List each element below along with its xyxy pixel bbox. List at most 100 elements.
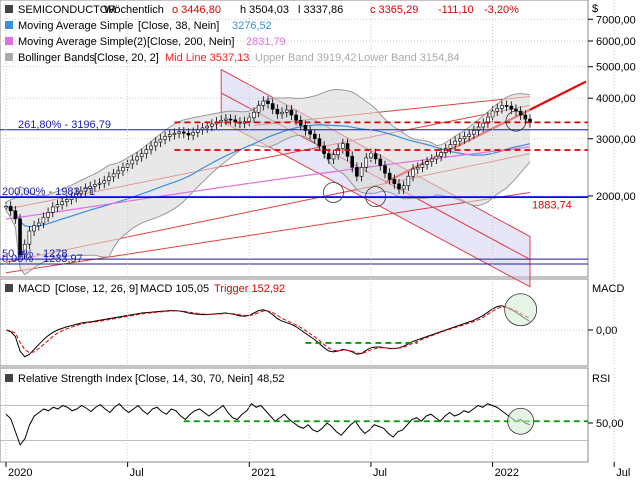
price-y-tick-label: 5000,00 — [596, 62, 636, 74]
x-tick-label: Jul — [616, 467, 630, 479]
candle-body — [429, 158, 434, 162]
ohlc-open: o 3446,80 — [172, 4, 221, 16]
candle-body — [83, 188, 88, 192]
candle-body — [210, 123, 214, 127]
candle-body — [495, 108, 500, 112]
candle-body — [415, 167, 420, 170]
candle-body — [420, 164, 425, 168]
macd-y-tick-label: 0,00 — [596, 325, 617, 337]
candle-body — [500, 105, 504, 109]
ma200-value: 2831,79 — [246, 36, 286, 48]
candle-body — [406, 175, 411, 187]
candle-body — [65, 199, 69, 203]
candle-body — [46, 212, 50, 218]
rsi-title: Relative Strength Index — [18, 373, 133, 385]
rsi-swatch — [5, 374, 13, 382]
ma200-params: [Close, 200, Nein] — [147, 36, 234, 48]
bollinger-band-fill — [6, 89, 530, 275]
price-y-tick-label: 4000,00 — [596, 93, 636, 105]
candle-body — [364, 157, 369, 168]
bollinger-upper: Upper Band 3919,42 — [255, 52, 357, 64]
bollinger-mid: Mid Line 3537,13 — [165, 52, 249, 64]
candle-body — [439, 152, 443, 157]
macd-params: [Close, 12, 26, 9] — [55, 283, 138, 295]
ma38-line — [5, 124, 531, 228]
candle-body — [144, 149, 149, 154]
candle-body — [205, 125, 209, 129]
candle-body — [167, 134, 172, 137]
level-label: 200,00% - 1983,71 — [2, 186, 95, 198]
rsi-params: [Close, 14, 30, 70, Nein] — [135, 373, 253, 385]
candle-body — [97, 182, 102, 185]
candle-body — [18, 218, 22, 255]
candle-body — [458, 138, 462, 142]
x-tick-label: Jul — [130, 467, 144, 479]
candle-body — [294, 114, 298, 121]
candle-body — [107, 176, 111, 181]
rsi-line — [5, 403, 531, 446]
x-axis: 2020Jul2021Jul2022Jul2023Jul — [5, 0, 630, 479]
title-swatch — [5, 5, 13, 13]
rsi-panel-frame — [0, 367, 589, 463]
legend-row-ma38: Moving Average Simple [Close, 38, Nein] … — [5, 20, 272, 32]
candle-body — [266, 100, 270, 104]
candle-body — [275, 108, 280, 115]
candle-body — [504, 105, 509, 107]
candle-body — [153, 141, 158, 147]
candle-body — [121, 167, 125, 172]
ohlc-close: c 3365,29 — [370, 4, 418, 16]
rsi-value: 48,52 — [257, 373, 285, 385]
candle-body — [158, 138, 163, 143]
candle-body — [60, 201, 64, 205]
candle-body — [172, 132, 177, 135]
ohlc-high: h 3504,03 — [240, 4, 289, 16]
candle-body — [88, 186, 93, 189]
trigger-line — [5, 306, 531, 354]
macd-title: MACD — [18, 283, 50, 295]
candle-body — [79, 190, 83, 194]
macd-swatch — [5, 284, 13, 292]
pattern-circle — [323, 182, 344, 203]
legend-row-ma200: Moving Average Simple(2) [Close, 200, Ne… — [5, 36, 286, 48]
candle-body — [331, 154, 336, 160]
candle-body — [139, 153, 144, 158]
candle-body — [383, 165, 387, 174]
chart-title: SEMICONDUCTOR — [18, 4, 116, 16]
price-y-tick-label: 2000,00 — [596, 191, 636, 203]
macd-axis-label: MACD — [592, 283, 624, 295]
ma200-name: Moving Average Simple(2) — [18, 36, 147, 48]
candle-body — [270, 103, 275, 110]
rsi-layer: 50,00 — [0, 403, 624, 446]
candle-body — [27, 230, 32, 245]
macd-legend: MACD [Close, 12, 26, 9] MACD 105,05 Trig… — [5, 283, 624, 295]
candle-body — [36, 222, 41, 226]
annotation-label: 1883,74 — [532, 199, 572, 211]
candle-body — [355, 167, 359, 177]
candle-body — [327, 153, 331, 160]
ma200-line — [5, 146, 531, 220]
candle-body — [359, 167, 364, 177]
candle-body — [8, 205, 13, 212]
candle-body — [369, 153, 373, 159]
candle-body — [102, 180, 107, 184]
rsi-axis-label: RSI — [592, 373, 610, 385]
pattern-circle — [365, 186, 387, 208]
candle-body — [476, 126, 481, 131]
macd-layer: 0,00 — [0, 293, 617, 358]
price-y-tick-label: 6000,00 — [596, 36, 636, 48]
interval-label: Wöchentlich — [104, 4, 164, 16]
x-tick-label: 2020 — [8, 467, 32, 479]
price-legend: SEMICONDUCTOR Wöchentlich o 3446,80 h 35… — [5, 3, 598, 64]
candle-body — [13, 210, 18, 220]
candle-body — [378, 158, 383, 166]
ma38-swatch — [5, 21, 13, 29]
candle-body — [401, 185, 406, 190]
price-y-axis: 7000,00 6000,00 5000,00 4000,00 3000,00 2000,… — [588, 14, 636, 203]
candle-body — [280, 111, 284, 115]
candle-body — [308, 130, 312, 135]
bollinger-name: Bollinger Bands — [18, 52, 96, 64]
candle-body — [55, 204, 60, 208]
candle-body — [111, 173, 116, 178]
